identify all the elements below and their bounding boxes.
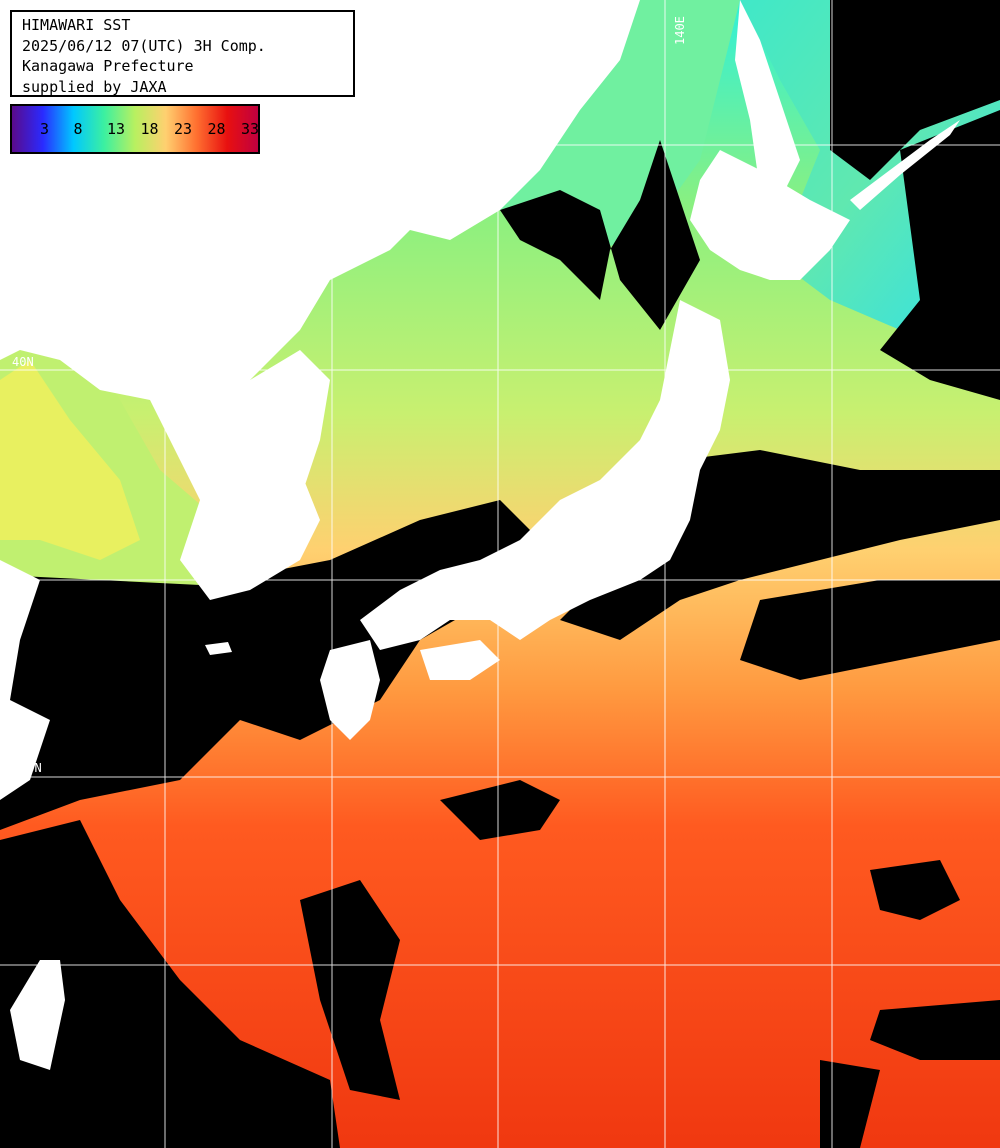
grid-label-lat-30: 30N [20,761,42,775]
title-box: HIMAWARI SST 2025/06/12 07(UTC) 3H Comp.… [10,10,355,97]
cloud-mask-east [740,580,1000,680]
land-sakhalin [735,0,800,200]
legend-color-bar [12,106,258,152]
cloud-mask-south-2 [870,860,960,920]
color-legend: 3 8 13 18 23 28 33 [10,104,260,154]
cloud-mask-sea-of-japan [500,140,700,330]
land-kyushu [320,640,380,740]
land-hokkaido [690,150,850,280]
legend-ticks: 3 8 13 18 23 28 33 [12,106,260,152]
title-line-datetime: 2025/06/12 07(UTC) 3H Comp. [22,36,266,55]
cloud-mask-east-china [0,500,540,830]
grid-label-lat-40: 40N [12,355,34,369]
cloud-mask-south-1 [300,880,400,1100]
land-taiwan [10,960,65,1070]
land-china-east [0,560,50,800]
land-korea [240,350,330,520]
legend-tick-label: 13 [107,120,126,138]
grid-label-lon-140: 140E [673,16,687,45]
land-jeju [205,642,232,655]
cloud-mask-south-4 [440,780,560,840]
land-kuril [850,120,960,210]
title-line-region: Kanagawa Prefecture [22,57,194,75]
legend-tick-label: 28 [207,120,226,138]
cloud-mask-pacific-band [560,450,1000,640]
cloud-mask-southwest [0,820,340,1148]
cloud-mask-china-coast [0,360,140,560]
land-honshu [360,300,730,650]
title-line-supplier: supplied by JAXA [22,77,167,96]
legend-gradient-fill [12,106,258,152]
legend-tick-label: 3 [40,120,50,138]
legend-tick-label: 18 [140,120,159,138]
legend-tick-label: 33 [241,120,260,138]
cloud-mask-northeast-2 [830,0,1000,180]
cloud-mask-south-3 [870,1000,1000,1060]
legend-tick-label: 23 [174,120,193,138]
legend-tick-label: 8 [73,120,83,138]
title-line-product: HIMAWARI SST [22,16,131,34]
land-shikoku [420,640,500,680]
cloud-mask-northeast [880,110,1000,400]
cloud-mask-south-5 [820,1060,880,1148]
